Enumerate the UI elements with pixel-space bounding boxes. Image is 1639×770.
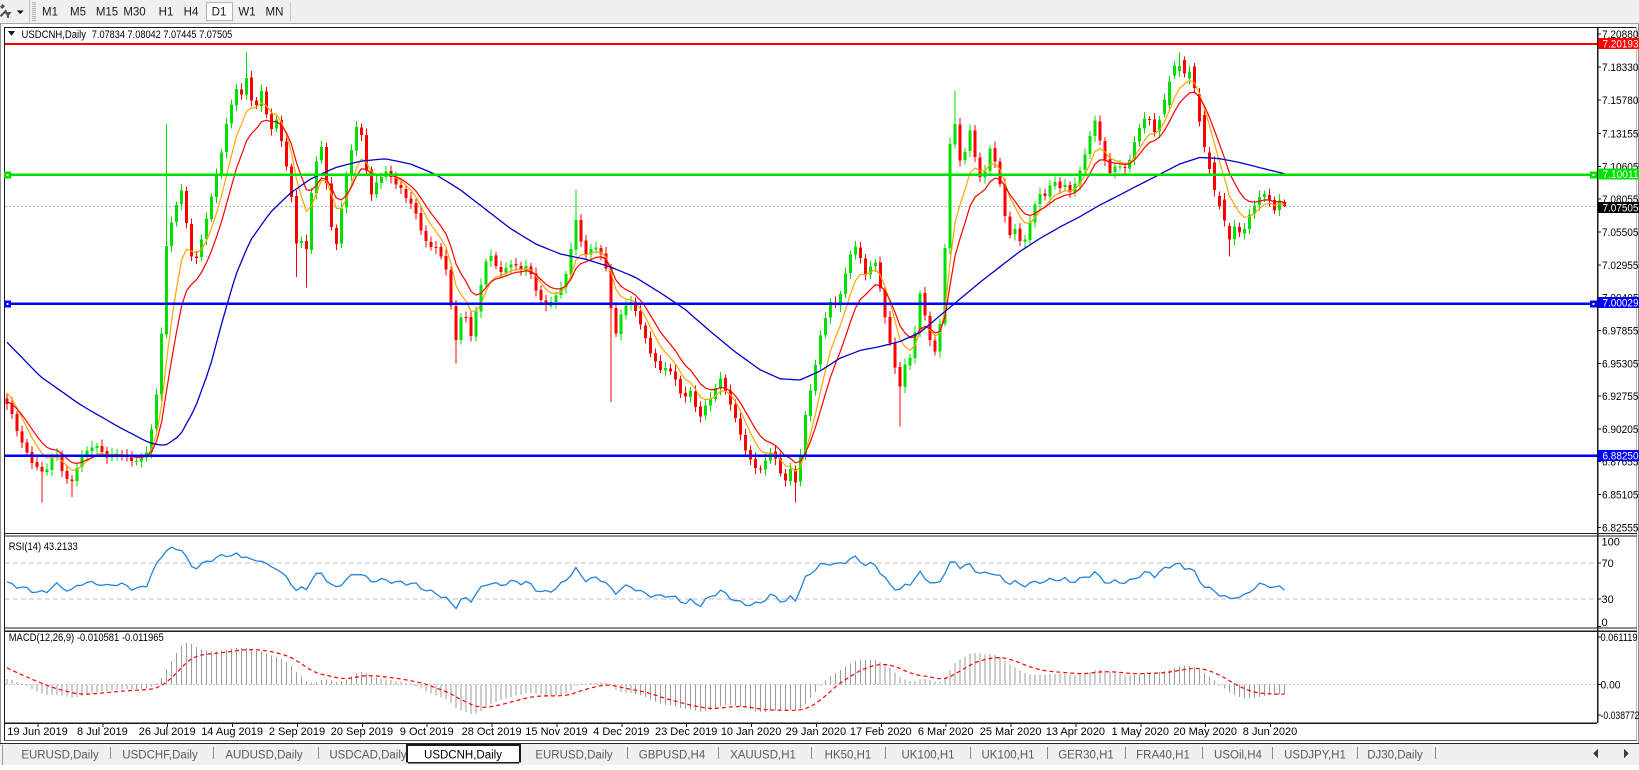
svg-text:H4: H4 <box>184 7 199 19</box>
svg-text:GBPUSD,H4: GBPUSD,H4 <box>639 750 706 762</box>
svg-text:6.90205: 6.90205 <box>1602 424 1639 436</box>
svg-text:8 Jun 2020: 8 Jun 2020 <box>1243 726 1297 738</box>
svg-text:7.10011: 7.10011 <box>1603 169 1639 181</box>
svg-text:20 Sep 2019: 20 Sep 2019 <box>331 726 393 738</box>
svg-text:M30: M30 <box>123 7 145 19</box>
svg-text:GER30,H1: GER30,H1 <box>1058 750 1114 762</box>
svg-text:M1: M1 <box>42 7 58 19</box>
svg-text:6.92755: 6.92755 <box>1602 391 1639 403</box>
svg-text:USDCAD,Daily: USDCAD,Daily <box>329 750 407 762</box>
svg-text:EURUSD,Daily: EURUSD,Daily <box>535 750 613 762</box>
svg-text:0: 0 <box>1602 617 1608 629</box>
svg-text:USDCNH,Daily: USDCNH,Daily <box>424 750 502 762</box>
svg-text:USDCNH,Daily: USDCNH,Daily <box>22 29 87 41</box>
svg-text:7.15780: 7.15780 <box>1602 95 1639 107</box>
svg-text:MN: MN <box>266 7 284 19</box>
svg-text:D1: D1 <box>212 7 227 19</box>
svg-text:AUDUSD,Daily: AUDUSD,Daily <box>225 750 303 762</box>
svg-text:15 Nov 2019: 15 Nov 2019 <box>525 726 587 738</box>
svg-text:4 Dec 2019: 4 Dec 2019 <box>593 726 649 738</box>
svg-text:20 May 2020: 20 May 2020 <box>1173 726 1237 738</box>
svg-text:UK100,H1: UK100,H1 <box>981 750 1034 762</box>
svg-text:UK100,H1: UK100,H1 <box>901 750 954 762</box>
svg-text:7.02955: 7.02955 <box>1602 260 1639 272</box>
svg-text:100: 100 <box>1602 536 1620 548</box>
svg-text:7.20193: 7.20193 <box>1603 39 1639 51</box>
svg-text:17 Feb 2020: 17 Feb 2020 <box>850 726 912 738</box>
svg-text:DJ30,Daily: DJ30,Daily <box>1367 750 1423 762</box>
svg-text:14 Aug 2019: 14 Aug 2019 <box>201 726 263 738</box>
svg-text:USDCHF,Daily: USDCHF,Daily <box>122 750 198 762</box>
svg-text:19 Jun 2019: 19 Jun 2019 <box>7 726 68 738</box>
svg-text:EURUSD,Daily: EURUSD,Daily <box>21 750 99 762</box>
svg-text:30: 30 <box>1602 594 1614 606</box>
svg-text:M15: M15 <box>96 7 118 19</box>
svg-text:70: 70 <box>1602 558 1614 570</box>
svg-text:0.00: 0.00 <box>1601 680 1621 692</box>
svg-text:MACD(12,26,9) -0.010581 -0.011: MACD(12,26,9) -0.010581 -0.011965 <box>9 632 164 644</box>
svg-text:2 Sep 2019: 2 Sep 2019 <box>269 726 325 738</box>
svg-text:7.18330: 7.18330 <box>1602 62 1639 74</box>
svg-text:M5: M5 <box>70 7 86 19</box>
svg-text:FRA40,H1: FRA40,H1 <box>1136 750 1190 762</box>
svg-text:6 Mar 2020: 6 Mar 2020 <box>918 726 974 738</box>
svg-text:USDJPY,H1: USDJPY,H1 <box>1284 750 1346 762</box>
svg-text:26 Jul 2019: 26 Jul 2019 <box>139 726 196 738</box>
svg-text:6.95305: 6.95305 <box>1602 358 1639 370</box>
svg-text:29 Jan 2020: 29 Jan 2020 <box>786 726 847 738</box>
svg-text:6.88250: 6.88250 <box>1603 451 1639 463</box>
svg-text:XAUUSD,H1: XAUUSD,H1 <box>730 750 796 762</box>
svg-text:-0.038772: -0.038772 <box>1601 710 1639 722</box>
svg-text:W1: W1 <box>238 7 255 19</box>
svg-text:23 Dec 2019: 23 Dec 2019 <box>655 726 717 738</box>
svg-text:6.85105: 6.85105 <box>1602 490 1639 502</box>
svg-text:1 May 2020: 1 May 2020 <box>1112 726 1169 738</box>
svg-text:7.05505: 7.05505 <box>1602 227 1639 239</box>
svg-text:25 Mar 2020: 25 Mar 2020 <box>980 726 1042 738</box>
svg-text:6.82555: 6.82555 <box>1602 522 1639 534</box>
svg-text:7.00029: 7.00029 <box>1603 298 1639 310</box>
svg-text:13 Apr 2020: 13 Apr 2020 <box>1046 726 1105 738</box>
svg-text:28 Oct 2019: 28 Oct 2019 <box>462 726 522 738</box>
svg-text:HK50,H1: HK50,H1 <box>825 750 872 762</box>
svg-text:9 Oct 2019: 9 Oct 2019 <box>400 726 454 738</box>
svg-text:7.07505: 7.07505 <box>1603 203 1639 215</box>
svg-text:6.97855: 6.97855 <box>1602 325 1639 337</box>
svg-text:7.13155: 7.13155 <box>1602 129 1639 141</box>
svg-text:8 Jul 2019: 8 Jul 2019 <box>77 726 128 738</box>
svg-text:RSI(14) 43.2133: RSI(14) 43.2133 <box>9 541 78 553</box>
svg-text:10 Jan 2020: 10 Jan 2020 <box>721 726 782 738</box>
svg-text:7.07834 7.08042 7.07445 7.0750: 7.07834 7.08042 7.07445 7.07505 <box>92 29 233 41</box>
svg-text:USOil,H4: USOil,H4 <box>1214 750 1263 762</box>
svg-text:H1: H1 <box>159 7 174 19</box>
svg-text:0.061119: 0.061119 <box>1601 632 1638 644</box>
